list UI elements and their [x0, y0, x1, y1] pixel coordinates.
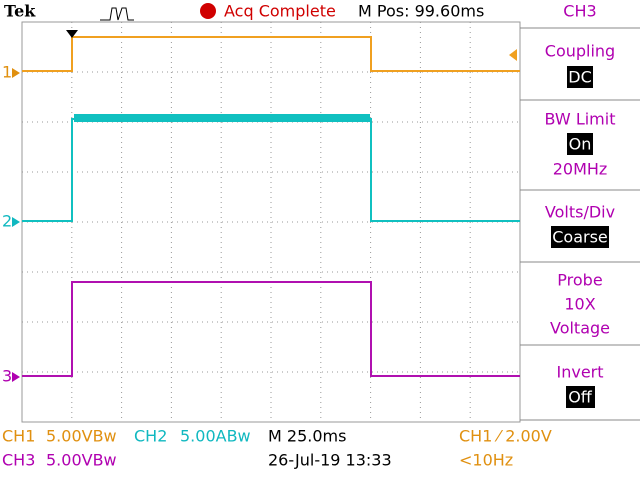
menu-label[interactable]: Volts/Div — [545, 203, 615, 222]
ch1-name: CH1 — [2, 427, 35, 446]
value-box — [567, 133, 593, 155]
menu-value[interactable]: Off — [568, 388, 593, 407]
ch1-arrow — [12, 68, 20, 78]
menu-label[interactable]: Invert — [556, 363, 603, 382]
stop-icon — [200, 3, 216, 19]
menu-value[interactable]: On — [569, 135, 592, 154]
menu-line: 10X — [564, 295, 595, 314]
menu-line: Voltage — [550, 319, 610, 338]
ch3-arrow — [12, 372, 20, 382]
ch3-marker: 3 — [2, 367, 12, 386]
ch3-scale: 5.00VBw — [46, 451, 117, 470]
trace-ch1 — [22, 36, 520, 72]
date: 26-Jul-19 13:33 — [268, 451, 392, 470]
ch1-marker: 1 — [2, 63, 12, 82]
side-menu: CH3 Coupling DC BW Limit On 20MHz Volts/… — [520, 2, 640, 421]
ch2-marker: 2 — [2, 212, 12, 231]
ch2-arrow — [12, 217, 20, 227]
ch2-scale: 5.00ABw — [180, 427, 251, 446]
trace-ch2-noise — [74, 114, 370, 122]
ch2-name: CH2 — [134, 427, 167, 446]
menu-label[interactable]: BW Limit — [545, 110, 616, 129]
position: M Pos: 99.60ms — [358, 2, 484, 21]
trace-ch3 — [22, 281, 520, 377]
ch3-name: CH3 — [2, 451, 35, 470]
brand: Tek — [4, 2, 36, 21]
trigger: CH1 ⁄ 2.00V — [459, 427, 552, 446]
frequency: <10Hz — [459, 451, 513, 470]
value-box — [567, 66, 593, 88]
menu-value[interactable]: DC — [568, 68, 592, 87]
acq-status: Acq Complete — [224, 2, 336, 21]
trigger-level — [509, 49, 517, 61]
value-box — [566, 386, 595, 408]
value-box — [551, 226, 609, 248]
ch1-scale: 5.00VBw — [46, 427, 117, 446]
menu-value[interactable]: Coarse — [552, 228, 608, 247]
menu-note: 20MHz — [553, 160, 608, 179]
timebase: M 25.0ms — [268, 427, 346, 446]
acq-icon — [100, 7, 134, 21]
menu-title: CH3 — [563, 2, 596, 21]
menu-label[interactable]: Probe — [557, 271, 602, 290]
menu-label[interactable]: Coupling — [545, 42, 615, 61]
trigger-pos — [66, 30, 78, 38]
